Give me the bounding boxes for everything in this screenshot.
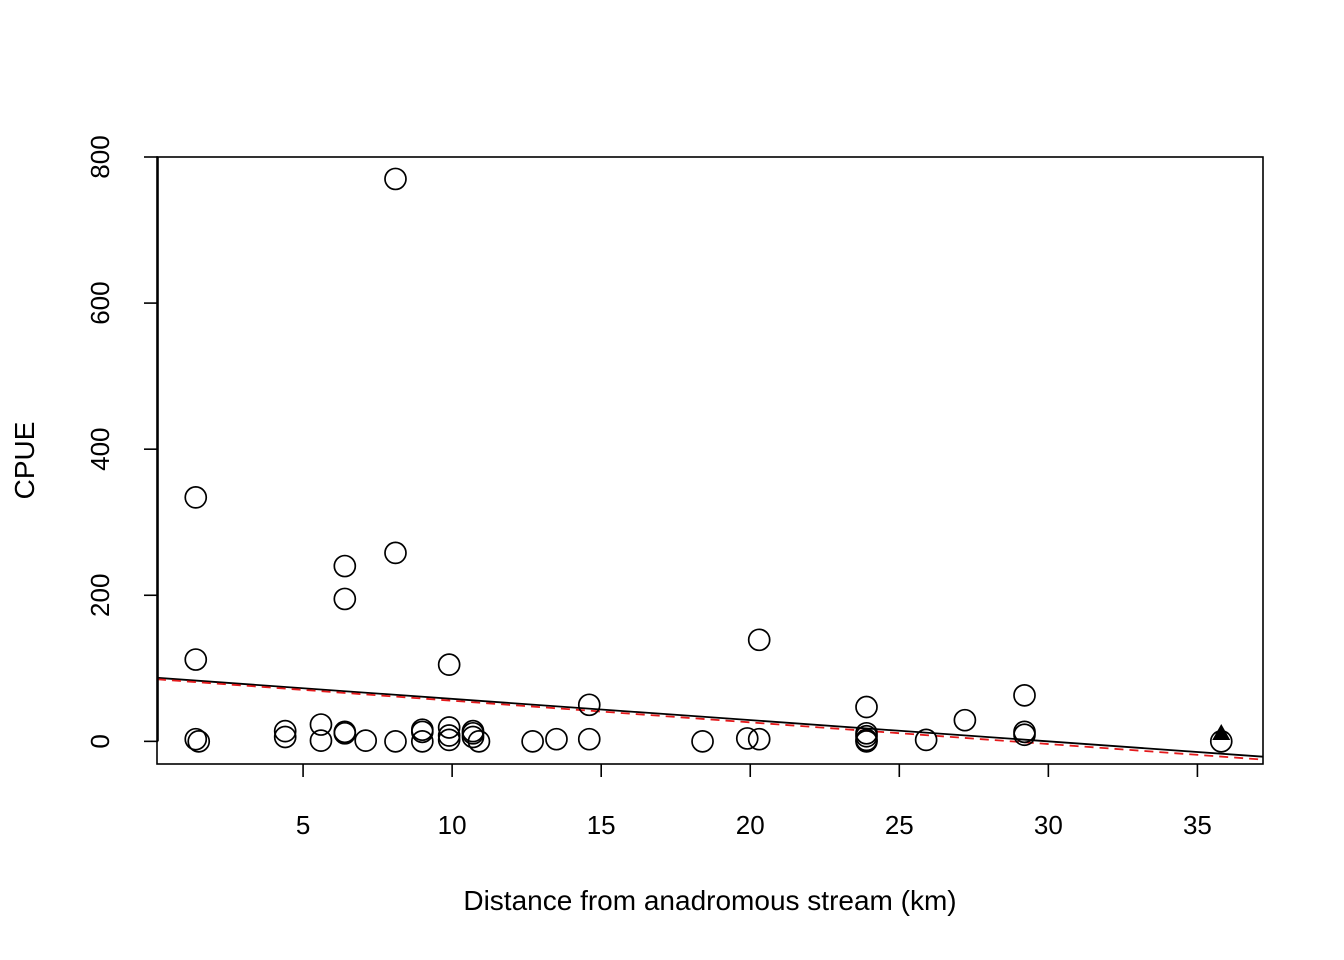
x-tick-label: 35 [1183,810,1212,840]
data-point [184,486,208,509]
highlight-point-triangle [1212,724,1231,741]
data-point [521,730,544,753]
data-point [333,720,357,744]
data-point [184,727,208,751]
data-point [273,725,297,749]
x-tick-label: 20 [736,810,765,840]
data-point [1013,683,1036,707]
data-point [309,713,333,736]
data-point [577,727,601,751]
fit-lines [157,676,1263,761]
y-tick-label: 0 [85,734,115,748]
data-point [184,648,208,671]
data-point [914,728,938,752]
plot-frame [156,156,1264,765]
data-point [855,695,878,719]
data-point [735,727,759,750]
data-point [273,719,297,743]
data-point [461,725,485,749]
x-tick-label: 10 [438,810,467,840]
data-point [691,730,714,753]
dashed-fit-line [157,678,1263,761]
y-axis: 0 200 400 600 800 [85,135,159,749]
x-tick-label: 5 [296,810,310,840]
data-point [384,167,407,191]
y-tick-label: 200 [85,574,115,617]
x-axis-title: Distance from anadromous stream (km) [463,885,956,916]
data-point [1013,723,1036,747]
data-point [747,628,771,652]
data-point [577,693,601,717]
data-point [410,720,434,744]
data-point [953,708,977,732]
data-point [187,730,211,753]
data-point [437,728,461,752]
data-point [437,716,461,739]
data-point [437,724,461,747]
data-point [467,730,491,753]
y-axis-title: CPUE [9,422,40,500]
data-point [309,729,333,752]
solid-fit-line [157,676,1263,758]
data-point [354,729,378,752]
data-point [437,653,461,677]
data-point [333,721,357,745]
y-tick-label: 600 [85,281,115,324]
data-point [384,730,407,753]
data-point [747,727,771,751]
y-tick-label: 800 [85,135,115,178]
x-tick-label: 25 [885,810,914,840]
y-tick-label: 400 [85,427,115,470]
x-axis: 5 10 15 20 25 30 35 [296,764,1212,840]
data-point [410,730,434,753]
data-points [184,167,1233,753]
data-point [333,587,357,611]
data-point [855,730,878,753]
data-point [333,554,357,578]
x-tick-label: 30 [1034,810,1063,840]
x-tick-label: 15 [587,810,616,840]
data-point [384,541,407,565]
data-point [545,727,568,751]
data-point [410,718,434,742]
